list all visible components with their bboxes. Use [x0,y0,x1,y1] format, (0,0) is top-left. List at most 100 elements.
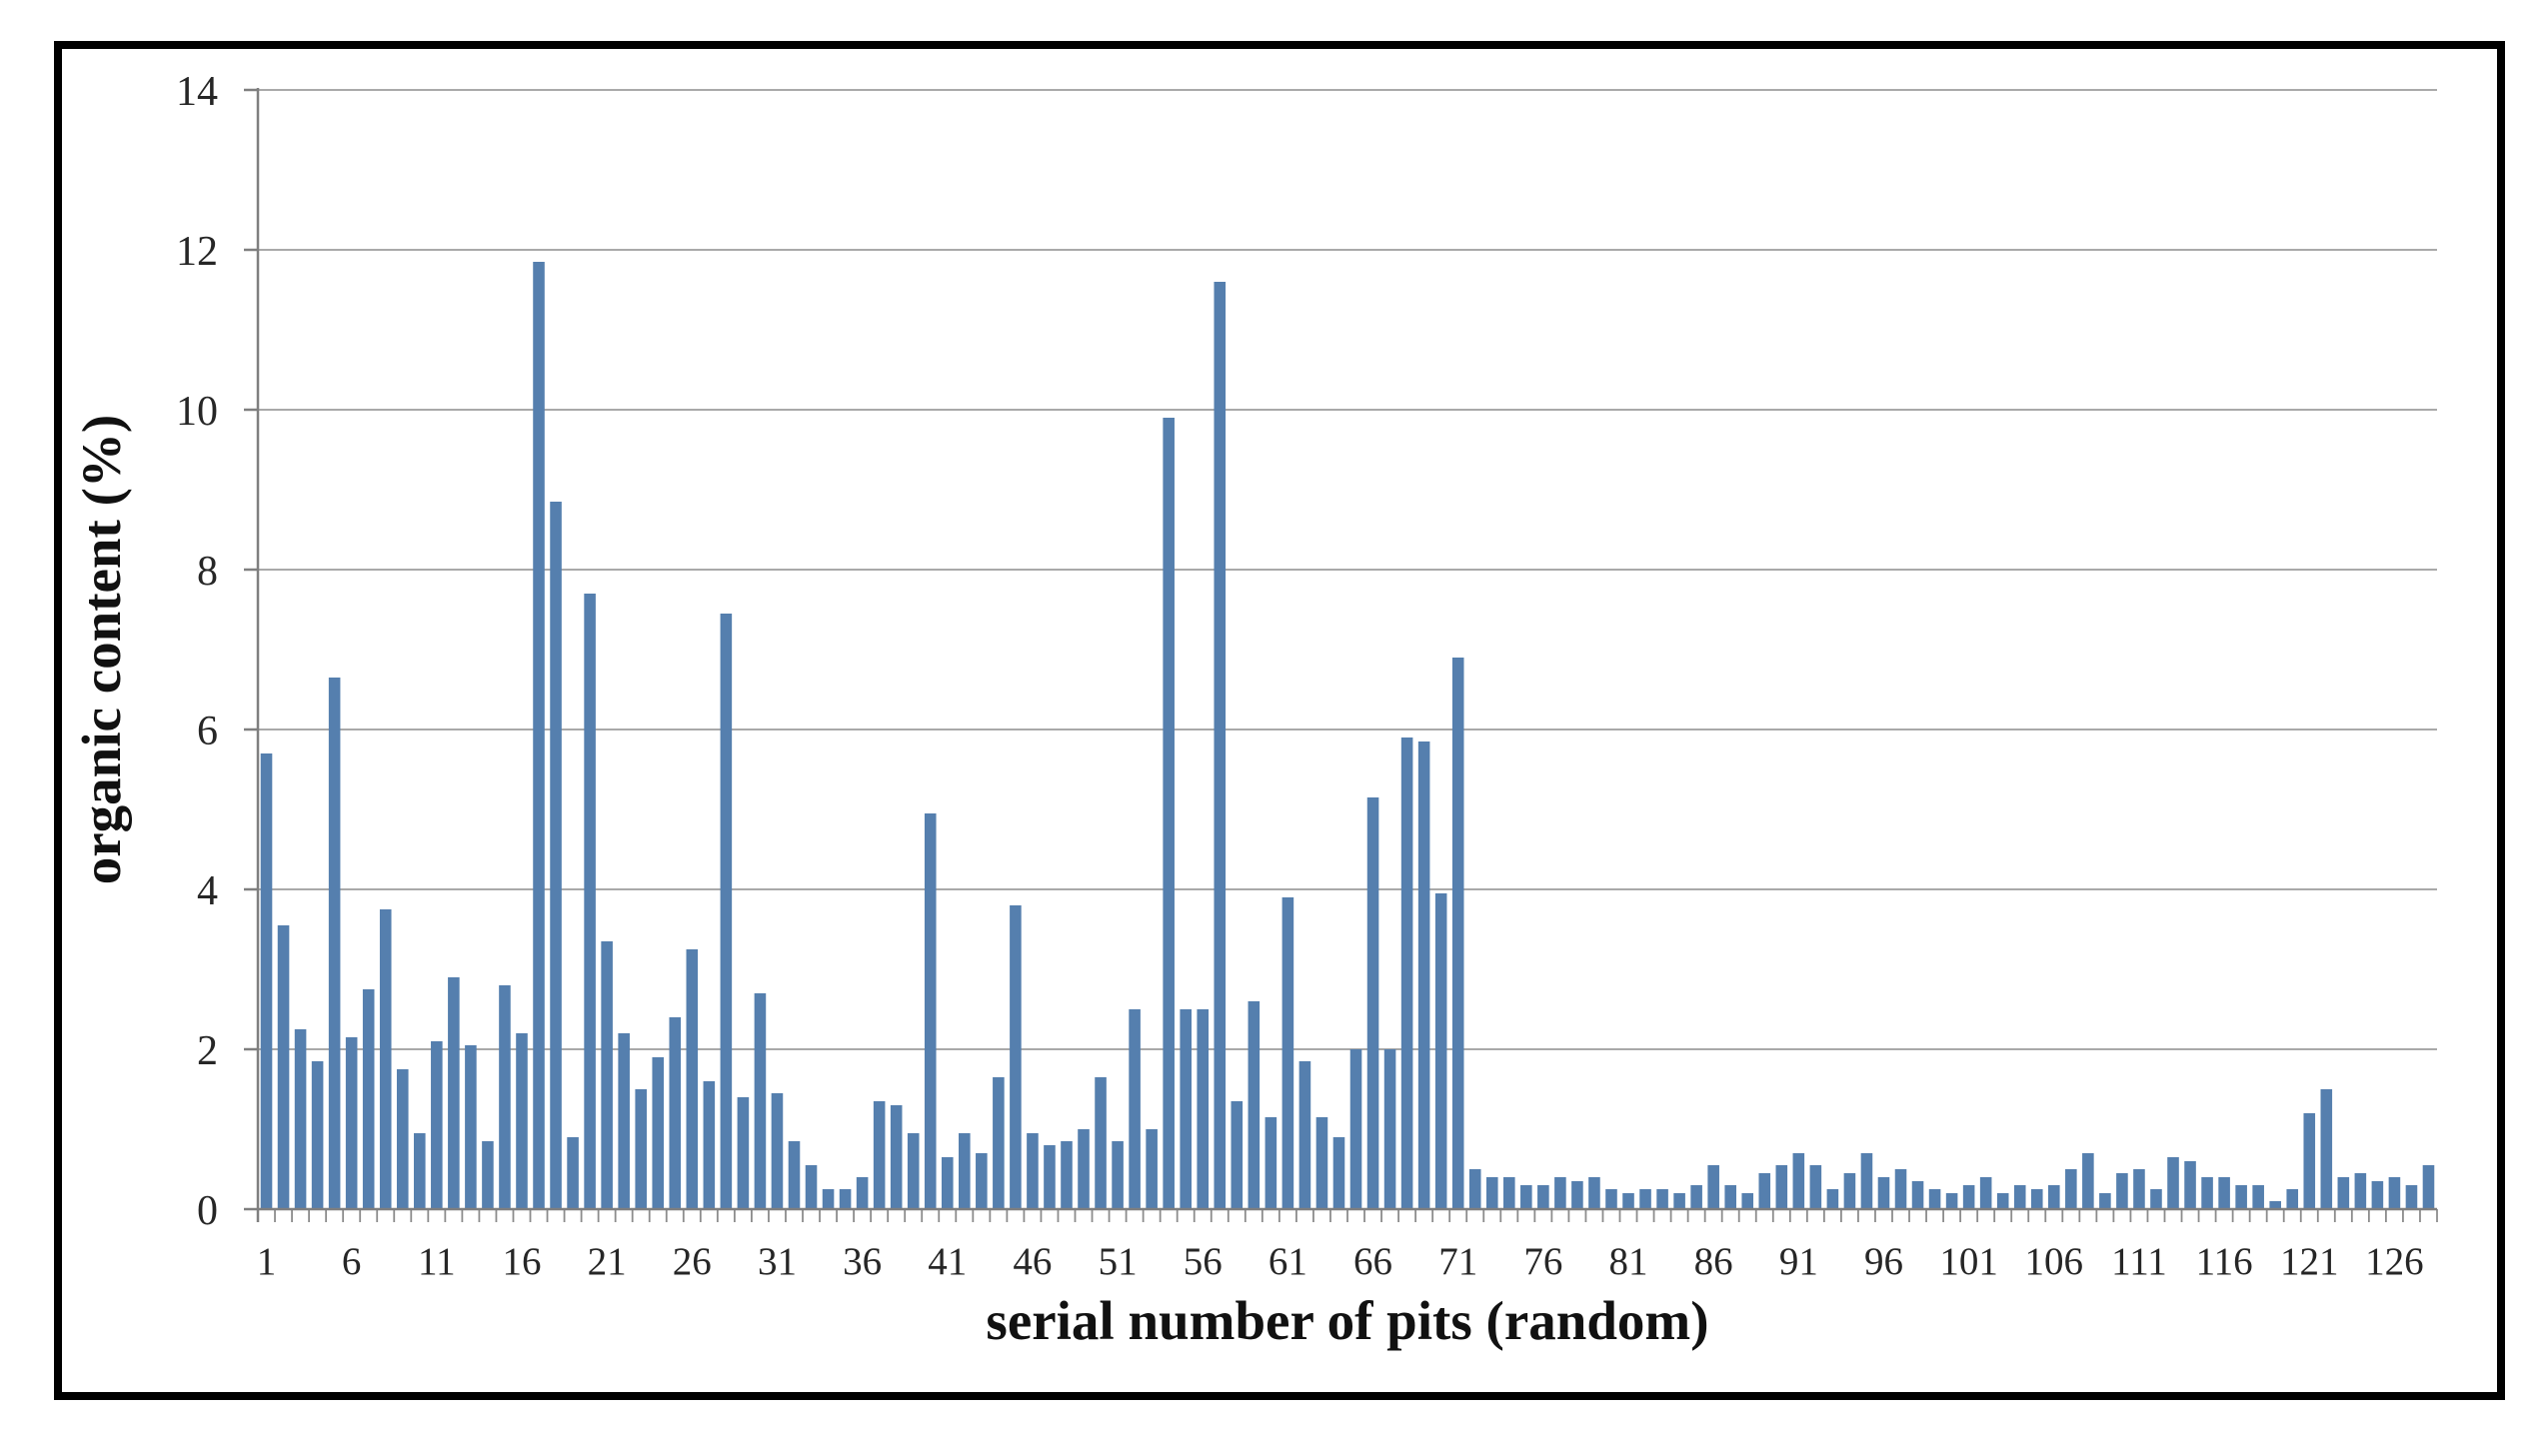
x-axis-tick-labels: 1 6 11 16 21 26 31 36 41 46 51 56 61 66 71 76 81 86 91 96 10… [257,1240,2424,1283]
bar [1417,741,1430,1209]
bar [2422,1165,2435,1209]
bar [669,1017,682,1209]
bar [1315,1117,1328,1209]
x-axis-ticks [257,1209,2438,1222]
x-tick-label: 76 [1523,1240,1562,1283]
bar [465,1045,477,1209]
bar [652,1057,665,1209]
bar [754,993,767,1209]
bar [924,813,937,1209]
bar [311,1061,324,1209]
x-axis-title: serial number of pits (random) [986,1290,1708,1351]
bar [2337,1177,2350,1209]
bar [2150,1189,2162,1209]
bar [1860,1153,1873,1209]
bar [907,1133,920,1209]
bar [1366,797,1379,1209]
bar [2167,1157,2179,1209]
x-tick-label: 56 [1184,1240,1223,1283]
x-tick-label: 121 [2280,1240,2339,1283]
bar [2184,1161,2196,1209]
bar [2030,1189,2043,1209]
x-tick-label: 61 [1269,1240,1307,1283]
bar [1180,1009,1192,1209]
bar [1078,1129,1090,1209]
bar [2235,1185,2247,1209]
y-tick-label: 14 [176,69,218,115]
bar [1010,905,1022,1209]
bar [941,1157,954,1209]
x-tick-label: 81 [1609,1240,1648,1283]
bar [2065,1169,2077,1209]
x-tick-label: 11 [418,1240,456,1283]
x-tick-label: 66 [1353,1240,1392,1283]
bar [1214,282,1227,1209]
bar [277,925,290,1209]
bar [2116,1173,2128,1209]
bar [1690,1185,1702,1209]
bar [1962,1185,1975,1209]
bar [1843,1173,1856,1209]
bar [584,594,596,1209]
bar [1485,1177,1498,1209]
x-tick-label: 96 [1864,1240,1903,1283]
x-tick-label: 31 [758,1240,797,1283]
bar [2218,1177,2230,1209]
bar [516,1033,528,1209]
bar [1911,1181,1924,1209]
bar [2252,1185,2264,1209]
x-tick-label: 1 [257,1240,277,1283]
bar [1434,893,1447,1209]
bar [1758,1173,1771,1209]
bar [1265,1117,1277,1209]
bar [839,1189,852,1209]
bar [294,1029,307,1209]
bar [771,1093,784,1209]
bar [2371,1181,2384,1209]
bar [1095,1077,1107,1209]
bar [1163,418,1175,1209]
bar [1826,1189,1839,1209]
x-tick-label: 71 [1438,1240,1477,1283]
bar [260,753,273,1209]
x-tick-label: 101 [1939,1240,1998,1283]
bar [1537,1185,1549,1209]
bar [1741,1193,1754,1209]
bar [873,1101,886,1209]
bar [1622,1193,1634,1209]
bar [396,1069,409,1209]
x-tick-label: 16 [502,1240,541,1283]
bar [959,1133,971,1209]
y-tick-label: 10 [176,389,218,435]
bar [1979,1177,1992,1209]
bar [635,1089,647,1209]
bar [788,1141,801,1209]
bar [567,1137,579,1209]
y-axis-tick-labels: 0 2 4 6 8 10 12 14 [176,69,218,1234]
bar [1894,1169,1907,1209]
y-axis-ticks [244,88,258,1211]
bar [2201,1177,2213,1209]
bar [686,949,699,1209]
bar [1792,1153,1805,1209]
bar [550,502,562,1209]
bar [379,909,392,1209]
bar [1044,1145,1056,1209]
bar [1383,1049,1396,1209]
bar [2320,1089,2333,1209]
y-tick-label: 2 [197,1028,218,1074]
bar [1877,1177,1890,1209]
x-tick-label: 36 [843,1240,882,1283]
bar [737,1097,750,1209]
bar [2082,1153,2094,1209]
x-tick-label: 91 [1779,1240,1818,1283]
x-tick-label: 116 [2196,1240,2253,1283]
bar [805,1165,818,1209]
y-tick-label: 8 [197,549,218,595]
bar [1945,1193,1958,1209]
bar [1928,1189,1941,1209]
bar [1588,1177,1600,1209]
y-axis-title: organic content (%) [71,415,132,884]
bar [328,678,341,1209]
bar [1554,1177,1566,1209]
